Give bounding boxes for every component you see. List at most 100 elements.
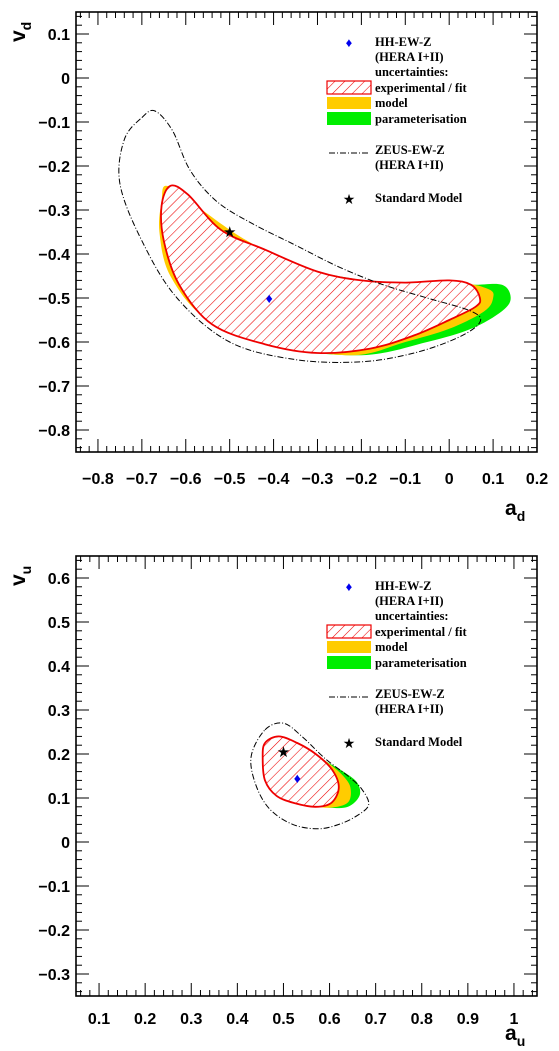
panel-d-ylabel-sub: d xyxy=(18,22,34,31)
panel-d-y-tick-label: −0.4 xyxy=(38,247,70,264)
panel-d-x-tick-label: 0 xyxy=(445,471,454,488)
panel-d-y-tick-label: −0.8 xyxy=(38,423,70,440)
panel-d-x-tick-label: 0.2 xyxy=(526,471,548,488)
panel-d-hh-point-icon: ♦ xyxy=(266,290,273,306)
panel-u-legend: ♦ HH-EW-Z (HERA I+II) uncertainties: exp… xyxy=(326,579,467,751)
panel-d-contours: ♦★ xyxy=(118,109,511,363)
legend-zeus-label: ZEUS-EW-Z xyxy=(375,687,445,701)
panel-u-y-tick-label: −0.3 xyxy=(38,967,70,984)
legend-param-swatch xyxy=(327,112,371,125)
panel-u-x-tick-label: 0.3 xyxy=(180,1011,202,1028)
panel-d-ylabel-main: v xyxy=(7,30,30,42)
panel-u-x-tick-label: 0.4 xyxy=(226,1011,248,1028)
panel-d-y-tick-label: −0.6 xyxy=(38,335,70,352)
legend-hh-icon: ♦ xyxy=(346,35,353,50)
panel-d-y-tick-label: 0.1 xyxy=(48,27,70,44)
panel-u-y-tick-label: 0.4 xyxy=(48,659,70,676)
panel-u-y-tick-label: −0.2 xyxy=(38,923,70,940)
panel-d-y-tick-label: −0.2 xyxy=(38,159,70,176)
legend-hh-sub: (HERA I+II) xyxy=(375,594,444,608)
panel-d-x-tick-label: −0.7 xyxy=(126,471,158,488)
legend-zeus-sub: (HERA I+II) xyxy=(375,158,444,172)
legend-sm-label: Standard Model xyxy=(375,191,463,205)
panel-d-y-tick-label: −0.7 xyxy=(38,379,70,396)
legend-model-label: model xyxy=(375,640,408,654)
legend-sm-icon: ★ xyxy=(343,191,356,207)
panel-u-x-tick-label: 0.5 xyxy=(272,1011,294,1028)
panel-d-x-tick-label: −0.6 xyxy=(170,471,202,488)
legend-hh-icon: ♦ xyxy=(346,579,353,594)
panel-u-x-tick-label: 0.7 xyxy=(365,1011,387,1028)
panel-u-frame xyxy=(75,555,538,997)
legend-exp-label: experimental / fit xyxy=(375,625,467,639)
legend-hh-sub: (HERA I+II) xyxy=(375,50,444,64)
legend-param-label: parameterisation xyxy=(375,112,467,126)
panel-u-y-tick-label: 0.2 xyxy=(48,747,70,764)
panel-d-xlabel: ad xyxy=(505,497,525,524)
panel-u-y-tick-label: 0.6 xyxy=(48,571,70,588)
panel-d-y-tick-label: 0 xyxy=(61,71,70,88)
panel-d-xlabel-main: a xyxy=(505,497,517,520)
panel-d-sm-point-icon: ★ xyxy=(223,224,236,241)
panel-d-experimental-contour xyxy=(160,184,482,355)
panel-u-ylabel-sub: u xyxy=(18,566,34,575)
legend-zeus-label: ZEUS-EW-Z xyxy=(375,143,445,157)
panel-d-x-tick-label: −0.1 xyxy=(389,471,421,488)
panel-d-y-tick-label: −0.3 xyxy=(38,203,70,220)
panel-d-x-tick-label: −0.5 xyxy=(214,471,246,488)
panel-d-x-tick-label: −0.2 xyxy=(346,471,378,488)
legend-param-swatch xyxy=(327,656,371,669)
panel-d-xlabel-sub: d xyxy=(517,508,526,524)
panel-u-x-tick-label: 0.8 xyxy=(411,1011,433,1028)
legend-model-swatch xyxy=(327,641,371,653)
panel-d-ticks: −0.8 −0.7 −0.6 −0.5 −0.4 −0.3 −0.2 −0.1 0 0.1 0.2 0… xyxy=(38,12,548,488)
panel-d-y-tick-label: −0.1 xyxy=(38,115,70,132)
legend-hh-label: HH-EW-Z xyxy=(375,35,431,49)
panel-u-xlabel-main: a xyxy=(505,1022,517,1045)
panel-d-x-tick-label: 0.1 xyxy=(482,471,504,488)
legend-param-label: parameterisation xyxy=(375,656,467,670)
legend-model-label: model xyxy=(375,96,408,110)
panel-u-x-tick-label: 0.2 xyxy=(134,1011,156,1028)
panel-u-ylabel-main: v xyxy=(7,574,30,586)
legend-exp-swatch xyxy=(326,80,372,95)
legend-uncert-label: uncertainties: xyxy=(375,65,449,79)
panel-u-x-tick-label: 0.1 xyxy=(88,1011,110,1028)
panel-u-zeus-contour xyxy=(250,722,370,830)
panel-u-y-tick-label: 0.5 xyxy=(48,615,70,632)
legend-zeus-sub: (HERA I+II) xyxy=(375,702,444,716)
panel-d-frame xyxy=(75,11,538,453)
panel-d-x-tick-label: −0.8 xyxy=(82,471,114,488)
panel-u-y-tick-label: 0 xyxy=(61,835,70,852)
panel-d-chart: ♦★ −0.8 −0.7 −0.6 −0.5 −0.4 −0.3 −0.2 −0.1 0 0.1 0… xyxy=(7,11,548,524)
panel-u-y-tick-label: 0.3 xyxy=(48,703,70,720)
panel-u-xlabel-sub: u xyxy=(517,1033,526,1049)
legend-sm-label: Standard Model xyxy=(375,735,463,749)
panel-u-xlabel: au xyxy=(505,1022,525,1049)
panel-u-sm-point-icon: ★ xyxy=(277,744,290,761)
panel-u-hh-point-icon: ♦ xyxy=(294,770,301,786)
panel-u-experimental-contour xyxy=(261,735,340,808)
legend-exp-label: experimental / fit xyxy=(375,81,467,95)
legend-hh-label: HH-EW-Z xyxy=(375,579,431,593)
panel-u-x-tick-label: 0.9 xyxy=(457,1011,479,1028)
panel-d-zeus-contour xyxy=(118,109,482,363)
panel-d-legend: ♦ HH-EW-Z (HERA I+II) uncertainties: exp… xyxy=(326,35,467,207)
panel-u-y-tick-label: −0.1 xyxy=(38,879,70,896)
panel-u-contours: ♦★ xyxy=(250,722,370,830)
panel-u-ylabel: vu xyxy=(7,566,34,586)
panel-d-ylabel: vd xyxy=(7,22,34,42)
panel-u-chart: ♦★ 0.1 0.2 0.3 0.4 0.5 0.6 0.7 0.8 0.9 10.60.50.4… xyxy=(7,555,538,1049)
legend-model-swatch xyxy=(327,97,371,109)
panel-u-y-tick-label: 0.1 xyxy=(48,791,70,808)
panel-d-y-tick-label: −0.5 xyxy=(38,291,70,308)
panel-u-ticks: 0.1 0.2 0.3 0.4 0.5 0.6 0.7 0.8 0.9 1 0.6 0.5 0.4 0.3… xyxy=(38,556,537,1028)
legend-exp-swatch xyxy=(326,624,372,639)
panel-d-x-tick-label: −0.3 xyxy=(302,471,334,488)
panel-u-x-tick-label: 0.6 xyxy=(318,1011,340,1028)
legend-uncert-label: uncertainties: xyxy=(375,609,449,623)
legend-sm-icon: ★ xyxy=(343,735,356,751)
panel-d-x-tick-label: −0.4 xyxy=(258,471,290,488)
panel-u-x-tick-label: 1 xyxy=(509,1011,518,1028)
